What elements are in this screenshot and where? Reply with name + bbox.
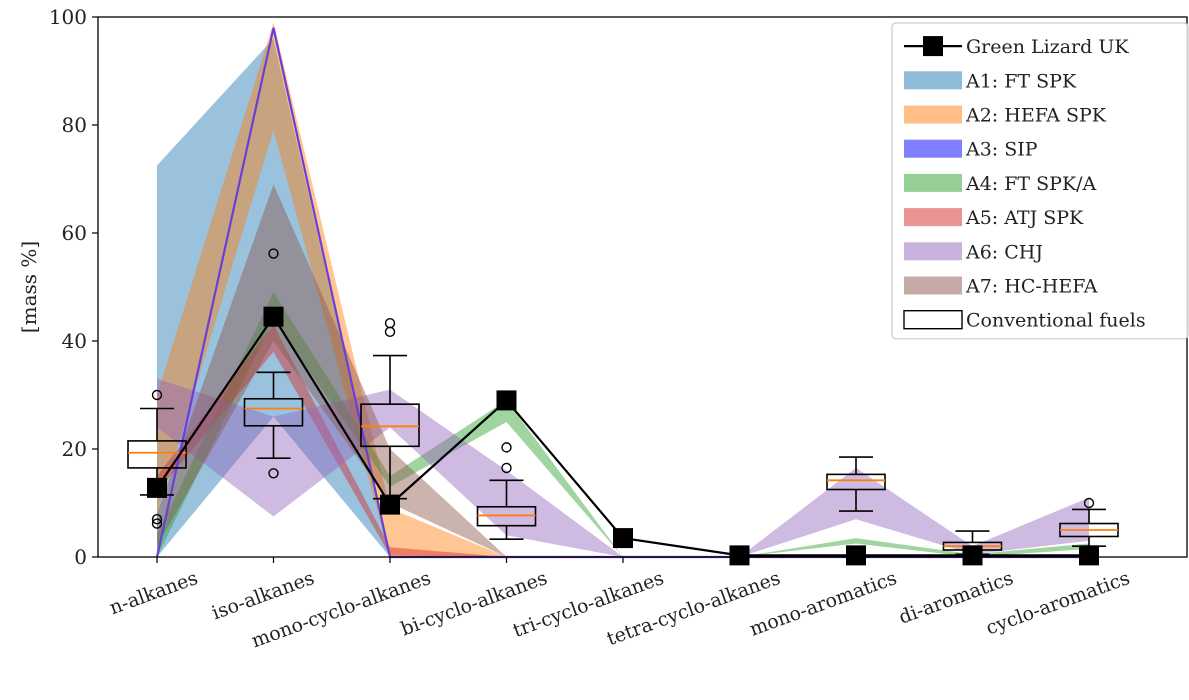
legend-label-a2-hefa-spk: A2: HEFA SPK	[965, 105, 1107, 127]
box-cyclo-aromatics-outlier-0	[1083, 497, 1095, 509]
legend-label-a4-ft-spk-a: A4: FT SPK/A	[965, 173, 1097, 195]
legend-label-a6-chj: A6: CHJ	[965, 241, 1043, 263]
point-green-lizard-uk-iso-alkanes	[263, 306, 284, 327]
box-mono-cyclo-alkanes-outlier-0	[384, 317, 396, 329]
point-green-lizard-uk-di-aromatics	[962, 545, 983, 566]
point-green-lizard-uk-bi-cyclo-alkanes	[496, 390, 517, 411]
boxplot-layer	[127, 248, 1119, 556]
band-a6-chj	[157, 378, 1089, 557]
legend-swatch-a4-ft-spk-a	[904, 173, 962, 192]
point-green-lizard-uk-mono-aromatics	[846, 545, 866, 566]
legend-label-a3-sip: A3: SIP	[965, 139, 1038, 161]
point-green-lizard-uk-cyclo-aromatics	[1079, 545, 1099, 566]
legend-swatch-a2-hefa-spk	[904, 105, 962, 124]
box-n-alkanes-outlier-1	[151, 514, 163, 525]
y-tick-label-80: 80	[62, 113, 87, 137]
legend-swatch-conventional-fuels	[903, 310, 963, 330]
box-n-alkanes-outlier-0	[151, 389, 163, 401]
box-iso-alkanes-outlier-0	[268, 248, 279, 259]
legend-label-a7-hc-hefa: A7: HC-HEFA	[965, 276, 1098, 298]
legend-marker-green-lizard-uk	[923, 36, 943, 57]
y-tick-label-0: 0	[74, 545, 87, 569]
box-iso-alkanes-outlier-1	[268, 468, 279, 479]
box-n-alkanes-body	[127, 440, 187, 469]
legend-label-a1-ft-spk: A1: FT SPK	[965, 70, 1077, 92]
legend-swatch-a1-ft-spk	[904, 71, 962, 90]
point-green-lizard-uk-tri-cyclo-alkanes	[613, 528, 633, 549]
legend-label-a5-atj-spk: A5: ATJ SPK	[965, 207, 1084, 229]
legend-box	[891, 22, 1189, 340]
legend-swatch-a6-chj	[904, 242, 962, 261]
box-n-alkanes-outlier-2	[151, 518, 163, 529]
box-mono-cyclo-alkanes-body	[360, 403, 420, 448]
y-axis-title: [mass %]	[17, 241, 41, 333]
box-iso-alkanes-body	[243, 397, 304, 427]
point-green-lizard-uk-tetra-cyclo-alkanes	[729, 545, 750, 566]
point-green-lizard-uk-mono-cyclo-alkanes	[380, 494, 400, 515]
legend-label-green-lizard-uk: Green Lizard UK	[966, 36, 1129, 58]
box-bi-cyclo-alkanes-outlier-0	[501, 442, 512, 453]
box-bi-cyclo-alkanes-outlier-1	[501, 462, 512, 474]
box-mono-cyclo-alkanes-outlier-1	[384, 326, 396, 338]
y-tick-label-20: 20	[62, 437, 87, 461]
legend-label-conventional-fuels: Conventional fuels	[966, 310, 1146, 332]
y-tick-label-40: 40	[62, 329, 87, 353]
y-tick-label-100: 100	[49, 5, 87, 29]
band-a1-ft-spk	[157, 38, 1089, 558]
box-mono-aromatics-body	[826, 473, 886, 491]
y-tick-label-60: 60	[62, 221, 87, 245]
legend-swatch-a5-atj-spk	[904, 208, 962, 227]
point-green-lizard-uk-n-alkanes	[147, 477, 167, 498]
legend-swatch-a3-sip	[904, 139, 962, 158]
legend-swatch-a7-hc-hefa	[904, 276, 962, 295]
line-layer	[147, 306, 1099, 566]
x-tick-label-n-alkanes: n-alkanes	[107, 567, 201, 619]
legend: Green Lizard UK A1: FT SPK A2: HEFA SPK A3:…	[891, 22, 1189, 340]
